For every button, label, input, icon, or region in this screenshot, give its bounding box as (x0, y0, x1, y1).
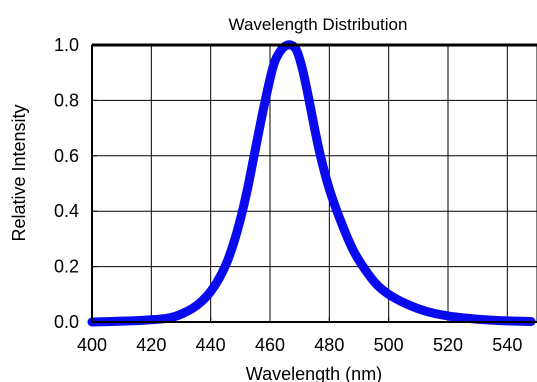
x-tick-label: 400 (77, 335, 107, 355)
x-tick-label: 460 (255, 335, 285, 355)
y-tick-label: 1.0 (54, 35, 79, 55)
series-line-0 (87, 40, 536, 327)
grid-lines (92, 45, 537, 322)
x-tick-label: 540 (492, 335, 522, 355)
x-tick-label: 480 (314, 335, 344, 355)
y-tick-label: 0.6 (54, 146, 79, 166)
x-tick-label: 500 (374, 335, 404, 355)
axis-ticks (91, 44, 508, 323)
x-axis-label: Wavelength (nm) (246, 364, 382, 382)
y-tick-label: 0.4 (54, 201, 79, 221)
y-tick-label: 0.8 (54, 90, 79, 110)
chart-title: Wavelength Distribution (229, 15, 408, 34)
plot-frame (91, 44, 537, 323)
series-layer (87, 40, 536, 327)
x-tick-label: 440 (196, 335, 226, 355)
x-tick-label: 420 (136, 335, 166, 355)
tick-labels: 400 420 440 460 480 500 520 540 0.0 0.2 0.4 0.6 0.8 1… (54, 35, 522, 355)
y-tick-label: 0.0 (54, 312, 79, 332)
y-tick-label: 0.2 (54, 257, 79, 277)
x-tick-label: 520 (433, 335, 463, 355)
y-axis-label: Relative Intensity (9, 104, 29, 241)
